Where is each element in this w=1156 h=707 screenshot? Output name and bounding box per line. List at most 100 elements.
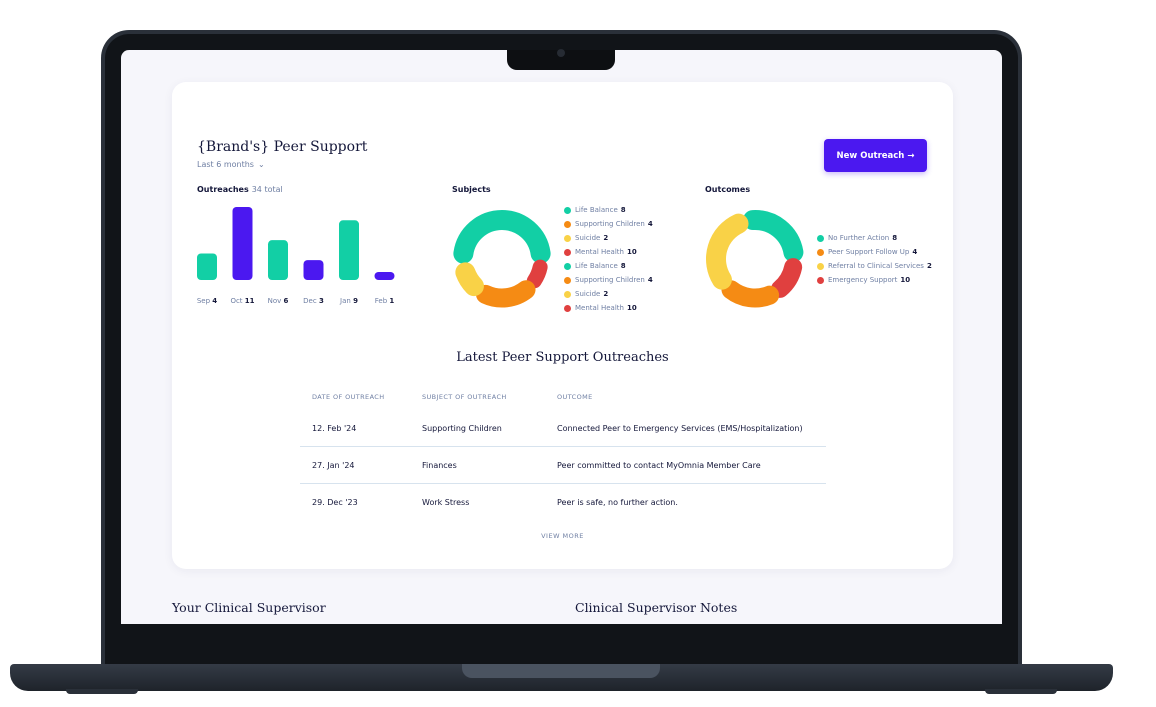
legend-dot-icon xyxy=(564,248,571,256)
cell-subject: Work Stress xyxy=(422,497,470,507)
donut-segment xyxy=(706,213,749,290)
bar-label: Sep 4 xyxy=(197,297,217,305)
bar-jan xyxy=(339,220,359,280)
legend-dot-icon xyxy=(564,276,571,284)
legend-item: Emergency Support 10 xyxy=(817,273,932,287)
legend-label: Suicide xyxy=(575,234,601,242)
outcomes-label: Outcomes xyxy=(705,185,751,194)
cell-date: 29. Dec '23 xyxy=(312,497,358,507)
donut-segment xyxy=(721,280,780,308)
legend-value: 10 xyxy=(900,276,911,284)
legend-item: Mental Health 10 xyxy=(564,301,653,315)
new-outreach-button[interactable]: New Outreach → xyxy=(824,139,927,172)
bar-label: Nov 6 xyxy=(268,297,289,305)
legend-dot-icon xyxy=(817,248,824,256)
peer-support-card: {Brand's} Peer Support Last 6 months ⌄ Ne… xyxy=(172,82,953,569)
outreaches-title: Outreaches xyxy=(197,185,249,194)
legend-label: Supporting Children xyxy=(575,276,645,284)
chevron-down-icon: ⌄ xyxy=(257,160,265,169)
legend-item: Mental Health 10 xyxy=(564,245,653,259)
legend-value: 8 xyxy=(620,206,626,214)
legend-dot-icon xyxy=(564,262,571,270)
legend-dot-icon xyxy=(817,262,824,270)
legend-item: Suicide 2 xyxy=(564,287,653,301)
donut-segment xyxy=(476,280,536,308)
cell-subject: Supporting Children xyxy=(422,423,502,433)
legend-value: 4 xyxy=(647,220,653,228)
cell-outcome: Peer is safe, no further action. xyxy=(557,497,678,507)
page-title: {Brand's} Peer Support xyxy=(197,139,368,155)
cell-outcome: Connected Peer to Emergency Services (EM… xyxy=(557,423,803,433)
subjects-legend: Life Balance 8 Supporting Children 4 Suicide… xyxy=(564,203,653,315)
table-row[interactable]: 27. Jan '24 Finances Peer committed to c… xyxy=(300,447,826,484)
legend-item: Life Balance 8 xyxy=(564,259,653,273)
legend-dot-icon xyxy=(564,290,571,298)
table-row[interactable]: 29. Dec '23 Work Stress Peer is safe, no… xyxy=(300,484,826,520)
donut-segment xyxy=(771,258,803,298)
column-header-subject: SUBJECT OF OUTREACH xyxy=(422,393,507,401)
laptop-base xyxy=(10,664,1113,691)
cell-outcome: Peer committed to contact MyOmnia Member… xyxy=(557,460,761,470)
legend-label: Mental Health xyxy=(575,248,624,256)
legend-value: 10 xyxy=(626,304,637,312)
bar-label: Dec 3 xyxy=(303,297,324,305)
screen: {Brand's} Peer Support Last 6 months ⌄ Ne… xyxy=(121,50,1002,624)
legend-dot-icon xyxy=(817,276,824,284)
subjects-donut-chart xyxy=(453,210,551,308)
clinical-supervisor-heading: Your Clinical Supervisor xyxy=(172,600,326,615)
legend-value: 10 xyxy=(626,248,637,256)
column-header-date: DATE OF OUTREACH xyxy=(312,393,385,401)
table-row[interactable]: 12. Feb '24 Supporting Children Connecte… xyxy=(300,410,826,447)
table-header: DATE OF OUTREACH SUBJECT OF OUTREACH OUT… xyxy=(300,384,826,410)
outreaches-total: 34 total xyxy=(251,185,283,194)
legend-label: Referral to Clinical Services xyxy=(828,262,924,270)
date-range-label: Last 6 months xyxy=(197,160,254,169)
donut-segment xyxy=(453,210,551,264)
donut-segment xyxy=(742,210,804,263)
legend-value: 2 xyxy=(603,234,609,242)
donut-segment xyxy=(526,259,548,289)
bar-label: Feb 1 xyxy=(375,297,395,305)
legend-dot-icon xyxy=(564,206,571,214)
view-more-link[interactable]: VIEW MORE xyxy=(541,532,584,540)
legend-label: Suicide xyxy=(575,290,601,298)
supervisor-notes-heading: Clinical Supervisor Notes xyxy=(575,600,738,615)
laptop-foot xyxy=(985,689,1057,694)
bar-dec xyxy=(303,260,324,280)
outreaches-bar-chart: Sep 4 Oct 11 Nov 6 Dec 3 Jan 9 Feb 1 xyxy=(197,207,395,305)
subjects-label: Subjects xyxy=(452,185,491,194)
bar-nov xyxy=(268,240,288,280)
legend-label: No Further Action xyxy=(828,234,890,242)
bar-label: Jan 9 xyxy=(339,297,358,305)
outcomes-legend: No Further Action 8 Peer Support Follow Up… xyxy=(817,231,932,287)
legend-label: Mental Health xyxy=(575,304,624,312)
bar-feb xyxy=(374,272,395,280)
legend-dot-icon xyxy=(817,234,824,242)
legend-label: Supporting Children xyxy=(575,220,645,228)
outcomes-donut-chart xyxy=(706,210,804,308)
legend-dot-icon xyxy=(564,234,571,242)
legend-label: Emergency Support xyxy=(828,276,898,284)
table-title: Latest Peer Support Outreaches xyxy=(456,350,669,365)
legend-item: Suicide 2 xyxy=(564,231,653,245)
laptop-foot xyxy=(66,689,138,694)
legend-item: Referral to Clinical Services 2 xyxy=(817,259,932,273)
bar-label: Oct 11 xyxy=(230,297,254,305)
legend-value: 2 xyxy=(603,290,609,298)
bar-oct xyxy=(232,207,253,280)
legend-dot-icon xyxy=(564,220,571,228)
date-range-select[interactable]: Last 6 months ⌄ xyxy=(197,160,265,169)
cell-date: 27. Jan '24 xyxy=(312,460,355,470)
legend-dot-icon xyxy=(564,304,571,312)
cell-date: 12. Feb '24 xyxy=(312,423,357,433)
legend-value: 8 xyxy=(892,234,898,242)
legend-item: Supporting Children 4 xyxy=(564,273,653,287)
outreaches-label: Outreaches 34 total xyxy=(197,185,283,194)
outreach-table: DATE OF OUTREACH SUBJECT OF OUTREACH OUT… xyxy=(300,384,826,520)
legend-item: Supporting Children 4 xyxy=(564,217,653,231)
bar-sep xyxy=(197,253,217,280)
cell-subject: Finances xyxy=(422,460,457,470)
legend-label: Peer Support Follow Up xyxy=(828,248,910,256)
legend-item: No Further Action 8 xyxy=(817,231,932,245)
legend-value: 4 xyxy=(647,276,653,284)
